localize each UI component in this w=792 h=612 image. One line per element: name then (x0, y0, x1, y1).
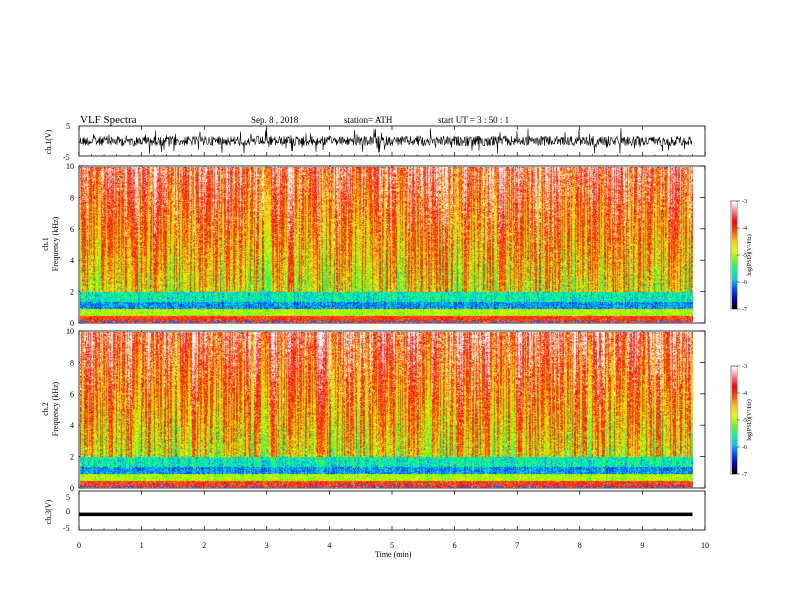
freq-ytick-label: 6 (70, 390, 74, 399)
colorbar-tick-label: -6 (742, 280, 747, 286)
xtick-label: 7 (515, 541, 519, 550)
ch3-ytick-top: 5 (66, 493, 70, 502)
xtick-label: 4 (327, 541, 331, 550)
start-time-label: start UT = 3 : 50 : 1 (438, 115, 509, 125)
ch1-waveform-line (78, 128, 693, 154)
colorbar-tick-label: -5 (742, 418, 747, 424)
freq-ytick-label: 8 (70, 358, 74, 367)
date-label: Sep. 8 , 2018 (251, 115, 299, 125)
xtick-label: 1 (140, 541, 144, 550)
ch3-ytick-mid: 0 (66, 507, 70, 516)
freq-ytick-label: 2 (70, 453, 74, 462)
ch2-frequency-ylabel: Frequency (kHz) (51, 381, 60, 436)
ch3-waveform-frame (78, 490, 706, 531)
freq-ytick-label: 0 (70, 319, 74, 328)
freq-ytick-label: 4 (70, 256, 74, 265)
freq-ytick-label: 10 (66, 162, 74, 171)
time-axis-label: Time (min) (375, 550, 412, 559)
station-label: station= ATH (344, 115, 393, 125)
ch2-spectrogram-image (80, 332, 693, 488)
ch1-ytick-bottom: -5 (63, 153, 70, 162)
colorbar-tick-label: -4 (742, 226, 747, 232)
freq-ytick-label: 10 (66, 327, 74, 336)
ch3-waveform-panel: 5 0 -5 ch.3(V) (44, 490, 706, 533)
freq-ytick-label: 2 (70, 288, 74, 297)
ch1-waveform-ylabel: ch.1(V) (44, 129, 53, 154)
ch3-waveform-line (79, 512, 693, 517)
xtick-label: 10 (701, 541, 709, 550)
freq-ytick-label: 8 (70, 193, 74, 202)
freq-ytick-label: 0 (70, 484, 74, 493)
ch2-colorbar-gradient (731, 366, 737, 474)
xtick-label: 8 (578, 541, 582, 550)
ch1-channel-label: ch.1 (41, 237, 50, 251)
xtick-label: 3 (265, 541, 269, 550)
ch2-colorbar-label: log(PSD)(V²/Hz) (746, 399, 753, 440)
colorbar-tick-label: -5 (742, 253, 747, 259)
ch2-colorbar: log(PSD)(V²/Hz) -3 -4 -5 -6 -7 (730, 364, 753, 478)
ch1-frequency-ylabel: Frequency (kHz) (51, 216, 60, 271)
ch1-waveform-panel: 5 -5 ch.1(V) (44, 122, 706, 162)
freq-ytick-label: 4 (70, 421, 74, 430)
freq-ytick-label: 6 (70, 225, 74, 234)
colorbar-tick-label: -6 (742, 445, 747, 451)
xtick-label: 2 (202, 541, 206, 550)
xtick-label: 5 (390, 541, 394, 550)
xtick-label: 9 (640, 541, 644, 550)
figure-title: VLF Spectra (80, 114, 137, 126)
ch1-ytick-top: 5 (66, 122, 70, 131)
ch1-colorbar-gradient (731, 201, 737, 309)
colorbar-tick-label: -3 (742, 364, 747, 370)
colorbar-tick-label: -7 (742, 472, 747, 478)
ch1-colorbar: log(PSD)(V²/Hz) -3 -4 -5 -6 -7 (730, 199, 753, 313)
ch3-ytick-bottom: -5 (63, 524, 70, 533)
colorbar-tick-label: -7 (742, 307, 747, 313)
ch1-spectrogram-image (80, 167, 693, 323)
colorbar-tick-label: -4 (742, 391, 747, 397)
xtick-label: 6 (453, 541, 457, 550)
colorbar-tick-label: -3 (742, 199, 747, 205)
ch2-channel-label: ch.2 (41, 402, 50, 416)
ch3-waveform-ylabel: ch.3(V) (44, 499, 53, 524)
xtick-label: 0 (77, 541, 81, 550)
ch1-colorbar-label: log(PSD)(V²/Hz) (746, 234, 753, 275)
